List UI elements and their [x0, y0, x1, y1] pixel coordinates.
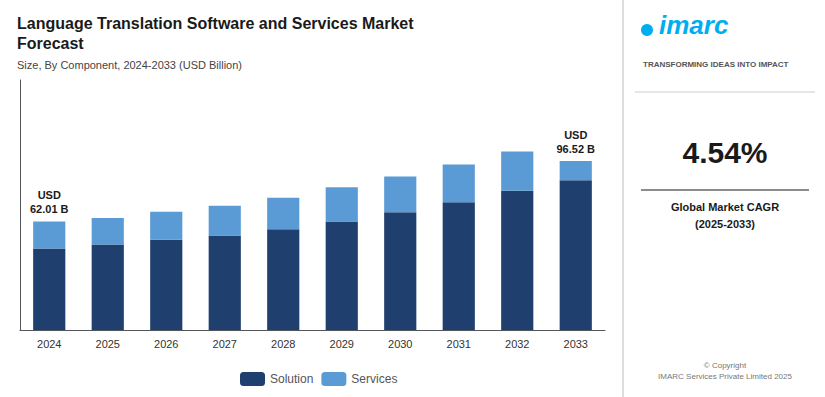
svg-text:4.54%: 4.54%: [682, 136, 767, 169]
svg-text:USD: USD: [564, 129, 587, 141]
svg-text:Global Market CAGR: Global Market CAGR: [671, 201, 779, 213]
svg-text:imarc: imarc: [659, 10, 729, 40]
svg-text:© Copyright: © Copyright: [704, 361, 747, 370]
svg-text:96.52 B: 96.52 B: [556, 143, 595, 155]
svg-text:Size, By Component, 2024-2033: Size, By Component, 2024-2033 (USD Billi…: [17, 59, 242, 71]
svg-text:2028: 2028: [271, 338, 295, 350]
svg-text:(2025-2033): (2025-2033): [695, 218, 755, 230]
svg-text:IMARC Services Private Limited: IMARC Services Private Limited 2025: [658, 372, 792, 381]
svg-text:2029: 2029: [330, 338, 354, 350]
svg-text:2031: 2031: [447, 338, 471, 350]
svg-text:USD: USD: [38, 189, 61, 201]
svg-text:2024: 2024: [37, 338, 61, 350]
svg-text:62.01 B: 62.01 B: [30, 203, 69, 215]
svg-text:Services: Services: [351, 372, 397, 386]
svg-text:2033: 2033: [564, 338, 588, 350]
svg-text:2030: 2030: [388, 338, 412, 350]
svg-text:Forecast: Forecast: [17, 35, 84, 52]
svg-text:TRANSFORMING IDEAS INTO IMPACT: TRANSFORMING IDEAS INTO IMPACT: [643, 60, 789, 69]
svg-text:Language Translation Software: Language Translation Software and Servic…: [17, 15, 414, 32]
svg-text:2027: 2027: [213, 338, 237, 350]
svg-text:2026: 2026: [154, 338, 178, 350]
svg-text:2025: 2025: [96, 338, 120, 350]
svg-text:Solution: Solution: [270, 372, 313, 386]
svg-text:2032: 2032: [505, 338, 529, 350]
